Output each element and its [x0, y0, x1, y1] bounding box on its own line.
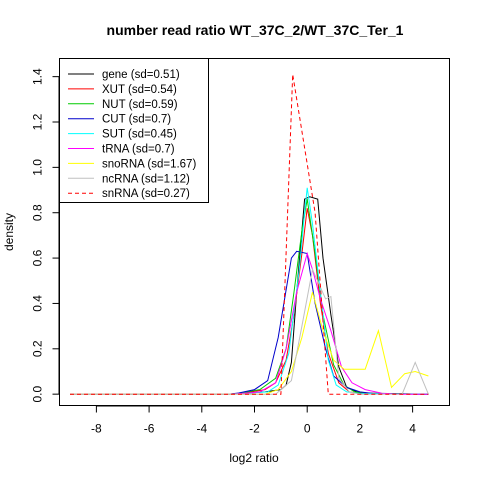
x-tick-label: -2	[249, 422, 260, 436]
y-tick-label: 0.4	[31, 295, 45, 312]
y-tick-label: 0.2	[31, 340, 45, 357]
legend-label: ncRNA (sd=1.12)	[102, 173, 190, 185]
y-tick-label: 1.4	[31, 68, 45, 85]
y-tick-label: 0.0	[31, 385, 45, 402]
legend-label: snRNA (sd=0.27)	[102, 188, 190, 200]
x-tick-label: 4	[409, 422, 416, 436]
series-line-2	[70, 199, 429, 395]
x-tick-label: 0	[304, 422, 311, 436]
x-tick-label: -4	[196, 422, 207, 436]
series-line-1	[70, 208, 429, 395]
legend-box	[59, 58, 209, 203]
y-tick-label: 1.2	[31, 113, 45, 130]
series-line-4	[70, 187, 429, 395]
legend-label: NUT (sd=0.59)	[102, 99, 178, 111]
x-tick-label: 2	[357, 422, 364, 436]
x-tick-label: -8	[91, 422, 102, 436]
series-line-6	[70, 291, 429, 395]
series-layer	[70, 74, 429, 395]
legend-label: XUT (sd=0.54)	[102, 84, 177, 96]
chart-title: number read ratio WT_37C_2/WT_37C_Ter_1	[107, 22, 404, 38]
series-line-0	[70, 196, 429, 395]
series-line-7	[70, 267, 429, 395]
series-line-5	[70, 251, 429, 395]
legend-label: gene (sd=0.51)	[102, 69, 180, 81]
series-line-8	[70, 74, 429, 395]
x-tick-label: -6	[144, 422, 155, 436]
series-line-3	[70, 250, 429, 395]
y-axis-label: density	[2, 213, 16, 251]
y-tick-label: 0.6	[31, 249, 45, 266]
y-axis: 0.0 0.2 0.4 0.6 0.8 1.0 1.2 1.4	[31, 68, 60, 403]
y-tick-label: 1.0	[31, 159, 45, 176]
legend-label: snoRNA (sd=1.67)	[102, 158, 196, 170]
x-axis-label: log2 ratio	[229, 451, 279, 465]
legend-label: CUT (sd=0.7)	[102, 114, 171, 126]
legend-label: tRNA (sd=0.7)	[102, 144, 175, 156]
x-axis: -8 -6 -4 -2 0 2 4	[91, 405, 416, 436]
legend-label: SUT (sd=0.45)	[102, 129, 177, 141]
y-tick-label: 0.8	[31, 204, 45, 221]
legend: gene (sd=0.51) XUT (sd=0.54) NUT (sd=0.59)…	[59, 58, 209, 203]
